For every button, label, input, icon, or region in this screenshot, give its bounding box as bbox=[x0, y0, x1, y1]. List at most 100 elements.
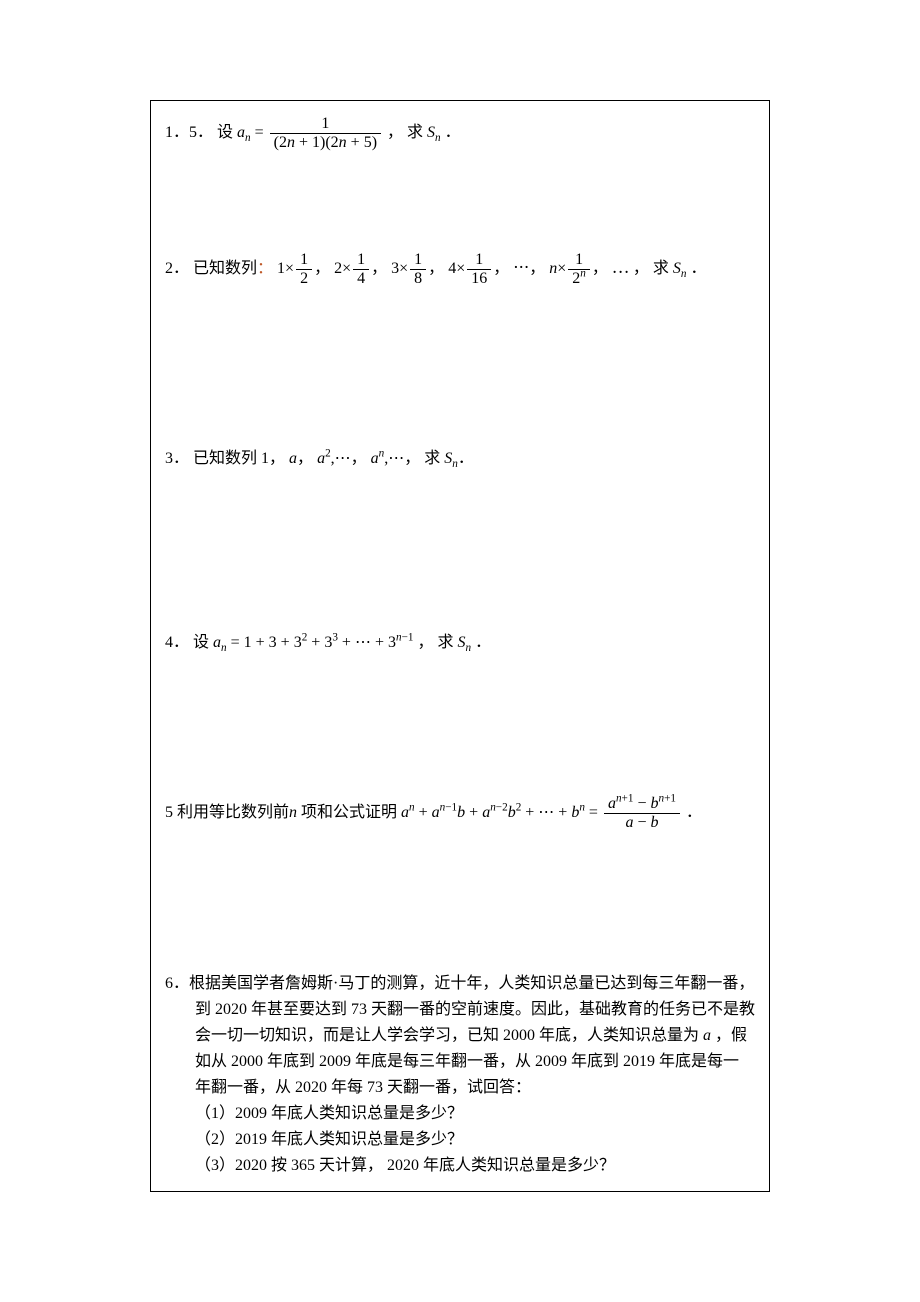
p3-seq-6: a bbox=[371, 450, 379, 467]
p4-lhs-var: a bbox=[213, 634, 221, 651]
gap-3 bbox=[165, 471, 755, 631]
problem-5-number: 5 bbox=[165, 804, 173, 821]
problem-1: 1．5． 设 an = 1 (2n + 1)(2n + 5) ， 求 Sn ． bbox=[165, 115, 755, 151]
p2-gen-times: × bbox=[557, 260, 566, 277]
p3-seq-1: a bbox=[289, 450, 297, 467]
p2-t1-frac: 14 bbox=[353, 251, 369, 287]
page: 1．5． 设 an = 1 (2n + 1)(2n + 5) ， 求 Sn ． … bbox=[0, 0, 920, 1302]
p2-s5: ， bbox=[592, 260, 608, 277]
p2-tail-sub: n bbox=[681, 268, 687, 280]
p2-s1: ， bbox=[371, 260, 387, 277]
problem-1-prefix: 设 bbox=[217, 124, 233, 141]
problem-3-number: 3． bbox=[165, 450, 189, 467]
p2-t3-frac: 116 bbox=[467, 251, 491, 287]
p2-tail-var: S bbox=[673, 260, 681, 277]
p2-s0: ， bbox=[314, 260, 330, 277]
p6-sub-2: （2）2019 年底人类知识总量是多少？ bbox=[195, 1128, 755, 1152]
p2-s2: ， bbox=[428, 260, 444, 277]
p6-sub-1: （1）2009 年底人类知识总量是多少？ bbox=[195, 1102, 755, 1126]
p2-gen-den-sup: n bbox=[580, 267, 586, 279]
problem-1-tail-sub: n bbox=[435, 132, 441, 144]
p6-line-0: 根据美国学者詹姆斯·马丁的测算，近十年，人类知识总量已达到每三年翻一番， bbox=[189, 975, 754, 992]
gap-5 bbox=[165, 832, 755, 972]
problem-6: 6．根据美国学者詹姆斯·马丁的测算，近十年，人类知识总量已达到每三年翻一番， 到… bbox=[165, 972, 755, 1178]
content-box: 1．5． 设 an = 1 (2n + 1)(2n + 5) ， 求 Sn ． … bbox=[150, 100, 770, 1192]
problem-2: 2． 已知数列： 1×12， 2×14， 3×18， 4×116， ⋯， n×1… bbox=[165, 251, 755, 287]
p2-gen-den: 2n bbox=[568, 270, 590, 288]
p4-lhs-sub: n bbox=[221, 643, 227, 655]
problem-4-number: 4． bbox=[165, 634, 189, 651]
problem-1-frac-den: (2n + 1)(2n + 5) bbox=[270, 134, 381, 152]
problem-1-frac-num: 1 bbox=[270, 115, 381, 134]
problem-5-prefix: 利用等比数列前 bbox=[177, 804, 289, 821]
problem-1-number: 1．5． bbox=[165, 124, 213, 141]
p2-t0-frac: 12 bbox=[296, 251, 312, 287]
p2-t0-coef: 1× bbox=[277, 260, 294, 277]
p4-tail-sep: ， 求 bbox=[417, 634, 453, 651]
problem-1-eq: = bbox=[255, 124, 268, 141]
p4-tail-sub: n bbox=[465, 643, 471, 655]
p2-t2-den: 8 bbox=[410, 270, 426, 288]
p2-s4: ， bbox=[529, 260, 545, 277]
p2-tail-end: ． bbox=[690, 260, 706, 277]
problem-2-colon: ： bbox=[257, 260, 273, 277]
p6-sub-3: （3）2020 按 365 天计算， 2020 年底人类知识总量是多少？ bbox=[195, 1154, 755, 1178]
p2-t2-num: 1 bbox=[410, 251, 426, 270]
p2-t0-num: 1 bbox=[296, 251, 312, 270]
gap-4 bbox=[165, 655, 755, 795]
p2-tail-sep: ， 求 bbox=[633, 260, 669, 277]
p5-frac-den: a − b bbox=[604, 814, 680, 832]
p3-seq-11: ． bbox=[458, 450, 474, 467]
p3-seq-2: ， bbox=[297, 450, 313, 467]
p6-line-4: 年翻一番，从 2020 年每 73 天翻一番，试回答： bbox=[195, 1076, 755, 1100]
p6-line-1: 到 2020 年甚至要达到 73 天翻一番的空前速度。因此，基础教育的任务已不是… bbox=[195, 998, 755, 1022]
p2-s3: ， bbox=[493, 260, 509, 277]
p2-dots2: ⋯ bbox=[612, 260, 629, 277]
p5-midvar: n bbox=[289, 804, 297, 821]
p3-seq-8: ,⋯， 求 bbox=[384, 450, 440, 467]
p2-t1-coef: 2× bbox=[334, 260, 351, 277]
p3-seq-0: 1， bbox=[261, 450, 285, 467]
p5-tail-end: ． bbox=[686, 804, 702, 821]
p6-line-3: 如从 2000 年底到 2009 年底是每三年翻一番，从 2009 年底到 20… bbox=[195, 1050, 755, 1074]
p5-frac-num: an+1 − bn+1 bbox=[604, 795, 680, 814]
problem-4-prefix: 设 bbox=[193, 634, 209, 651]
p1-den-2: + 1)(2 bbox=[295, 134, 339, 151]
problem-1-lhs-var: a bbox=[237, 124, 245, 141]
p2-dots1: ⋯ bbox=[513, 260, 529, 277]
p4-eq: = bbox=[231, 634, 244, 651]
p2-t3-den: 16 bbox=[467, 270, 491, 288]
p3-seq-3: a bbox=[317, 450, 325, 467]
p2-t2-frac: 18 bbox=[410, 251, 426, 287]
p2-t2-coef: 3× bbox=[391, 260, 408, 277]
p1-den-1: n bbox=[287, 134, 295, 151]
gap-2 bbox=[165, 287, 755, 447]
problem-5: 5 利用等比数列前n 项和公式证明 an + an−1b + an−2b2 + … bbox=[165, 795, 755, 831]
p2-t3-num: 1 bbox=[467, 251, 491, 270]
problem-1-tail-sep: ， 求 bbox=[387, 124, 423, 141]
gap-1 bbox=[165, 151, 755, 251]
p5-lhs: an + an−1b + an−2b2 + ⋯ + bn = bbox=[401, 804, 602, 821]
p2-t0-den: 2 bbox=[296, 270, 312, 288]
p2-t3-coef: 4× bbox=[448, 260, 465, 277]
problem-1-tail-end: ． bbox=[445, 124, 461, 141]
problem-4: 4． 设 an = 1 + 3 + 32 + 33 + ⋯ + 3n−1 ， 求… bbox=[165, 631, 755, 655]
p2-t1-num: 1 bbox=[353, 251, 369, 270]
p6-line-2: 会一切一切知识，而是让人学会学习，已知 2000 年底，人类知识总量为 a ，假 bbox=[195, 1024, 755, 1048]
p1-den-3: n bbox=[339, 134, 347, 151]
p5-midtext: 项和公式证明 bbox=[297, 804, 397, 821]
problem-6-number: 6． bbox=[165, 975, 189, 992]
problem-1-lhs-sub: n bbox=[245, 132, 251, 144]
p2-t1-den: 4 bbox=[353, 270, 369, 288]
problem-3: 3． 已知数列 1， a， a2,⋯， an,⋯， 求 Sn． bbox=[165, 447, 755, 471]
p5-frac: an+1 − bn+1 a − b bbox=[604, 795, 680, 831]
p1-den-0: (2 bbox=[274, 134, 287, 151]
p3-seq-5: ,⋯， bbox=[331, 450, 367, 467]
p2-gen-frac: 12n bbox=[568, 251, 590, 287]
problem-2-prefix: 已知数列 bbox=[193, 260, 257, 277]
problem-1-fraction: 1 (2n + 1)(2n + 5) bbox=[270, 115, 381, 151]
p4-rhs: 1 + 3 + 32 + 33 + ⋯ + 3n−1 bbox=[244, 634, 414, 651]
problem-1-tail-var: S bbox=[427, 124, 435, 141]
problem-3-prefix: 已知数列 bbox=[193, 450, 257, 467]
p1-den-4: + 5) bbox=[347, 134, 377, 151]
